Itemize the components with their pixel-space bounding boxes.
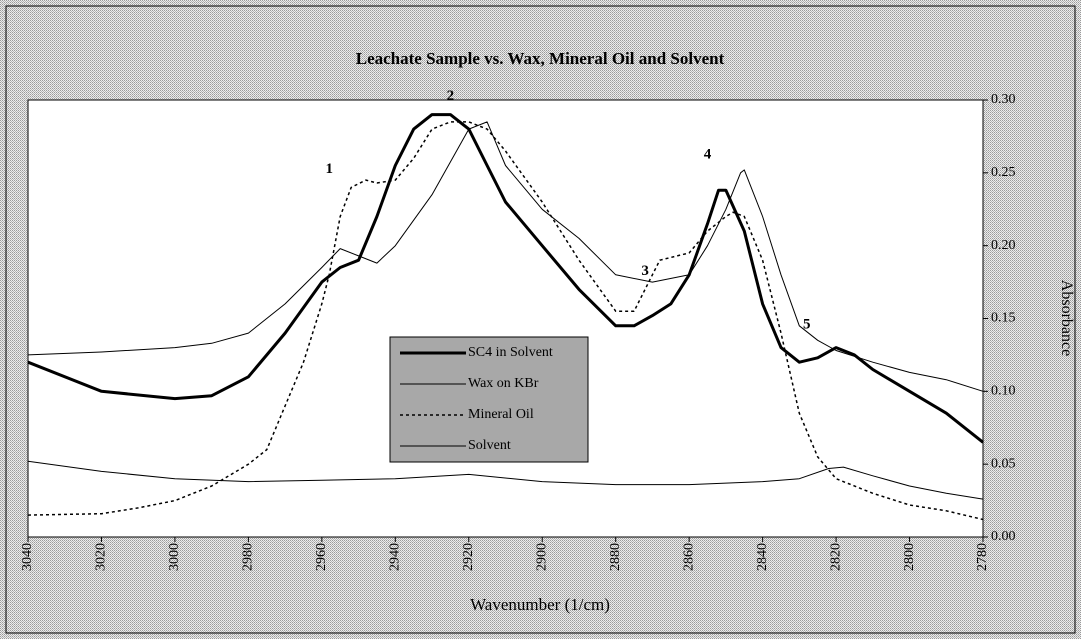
series-line [27,460,984,500]
annotation: 3 [641,263,649,279]
x-tick-label: 2820 [828,543,843,571]
x-tick-label: 3040 [20,543,35,571]
x-tick-label: 2880 [608,543,623,571]
x-tick-label: 2840 [755,543,770,571]
series-line [27,121,984,392]
legend: SC4 in Solvent Wax on KBr Mineral Oil Solve… [389,336,589,463]
legend-label: Solvent [468,438,511,453]
annotation: 2 [447,88,455,104]
annotation: 1 [325,161,333,177]
y-tick-label: 0.05 [991,456,1016,471]
x-tick-label: 3020 [94,543,109,571]
x-axis-label: Wavenumber (1/cm) [470,595,610,614]
legend-label: Wax on KBr [468,376,539,391]
series-line [27,113,984,444]
x-tick-label: 2900 [534,543,549,571]
annotation: 5 [803,317,811,333]
legend-label: SC4 in Solvent [468,345,553,360]
y-tick-label: 0.15 [991,311,1016,326]
x-tick-label: 2800 [902,543,917,571]
x-tick-label: 2940 [388,543,403,571]
annotation: 4 [704,146,712,162]
y-tick-label: 0.25 [991,165,1016,180]
y-tick-label: 0.30 [991,92,1016,107]
legend-label: Mineral Oil [468,407,534,422]
plot-area [27,99,984,538]
y-tick-label: 0.10 [991,384,1016,399]
y-axis-label: Absorbance [1058,280,1075,356]
chart-title: Leachate Sample vs. Wax, Mineral Oil and… [356,49,725,68]
y-tick-label: 0.20 [991,238,1016,253]
x-tick-label: 2980 [241,543,256,571]
x-tick-label: 3000 [167,543,182,571]
x-tick-label: 2920 [461,543,476,571]
legend-box [389,336,589,463]
x-tick-label: 2780 [975,543,990,571]
frame [5,5,1076,634]
x-tick-label: 2860 [681,543,696,571]
y-tick-label: 0.00 [991,529,1016,544]
x-tick-label: 2960 [314,543,329,571]
